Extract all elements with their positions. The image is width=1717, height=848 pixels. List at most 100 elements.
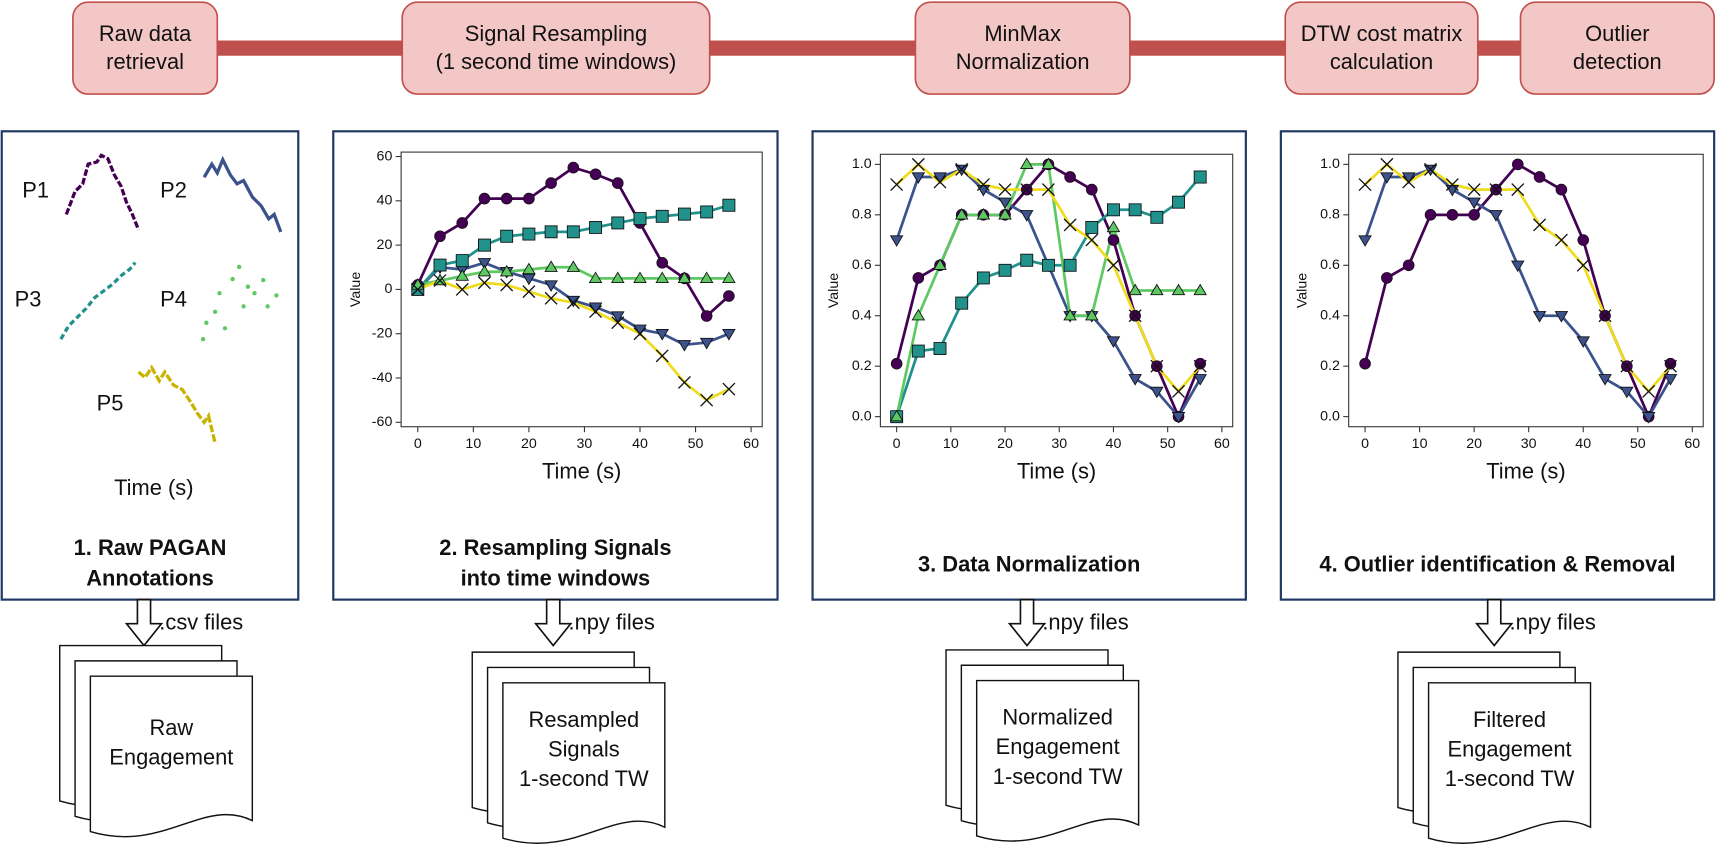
marker bbox=[1193, 374, 1207, 386]
marker bbox=[1533, 171, 1546, 183]
marker bbox=[890, 357, 903, 370]
raw-p5 bbox=[137, 364, 217, 444]
marker bbox=[1020, 253, 1034, 267]
flow-arrow bbox=[1475, 598, 1514, 647]
marker bbox=[1358, 178, 1372, 192]
y-tick-label: -40 bbox=[372, 370, 393, 386]
marker bbox=[1193, 359, 1207, 373]
plot-frame bbox=[1348, 153, 1704, 428]
marker bbox=[589, 220, 603, 234]
x-tick-label: 50 bbox=[1160, 436, 1176, 452]
pipeline-step-label: (1 second time windows) bbox=[436, 49, 677, 74]
marker bbox=[976, 207, 991, 220]
document-page bbox=[975, 679, 1140, 842]
marker bbox=[455, 282, 469, 296]
marker bbox=[500, 229, 514, 243]
document-label: Filtered bbox=[1473, 707, 1546, 732]
marker bbox=[933, 175, 947, 189]
flow-arrow bbox=[1007, 598, 1047, 647]
x-tick-label: 20 bbox=[1466, 436, 1482, 452]
marker bbox=[1402, 175, 1416, 189]
participant-label: P4 bbox=[160, 287, 187, 312]
marker bbox=[1063, 218, 1077, 232]
document-label: Engagement bbox=[996, 734, 1120, 759]
marker bbox=[1401, 172, 1416, 184]
marker bbox=[955, 296, 969, 310]
marker bbox=[723, 290, 735, 302]
marker bbox=[1402, 259, 1415, 272]
marker bbox=[544, 225, 558, 239]
marker bbox=[1620, 359, 1634, 373]
flow-arrow bbox=[534, 598, 573, 647]
marker bbox=[998, 183, 1012, 197]
marker bbox=[1532, 311, 1547, 323]
x-tick-label: 20 bbox=[997, 436, 1013, 452]
raw-p1 bbox=[64, 153, 141, 231]
document-label: Signals bbox=[548, 736, 620, 761]
document-label: Raw bbox=[149, 715, 193, 740]
document-page bbox=[89, 675, 254, 838]
y-tick-label: 60 bbox=[377, 148, 393, 164]
marker bbox=[1380, 157, 1394, 171]
document-label: Normalized bbox=[1002, 705, 1113, 730]
plot-frame bbox=[400, 151, 763, 428]
marker bbox=[1664, 357, 1677, 370]
marker bbox=[699, 337, 714, 350]
marker bbox=[722, 271, 736, 283]
marker bbox=[611, 216, 625, 230]
marker bbox=[522, 285, 536, 299]
marker bbox=[1663, 374, 1678, 386]
marker bbox=[1642, 384, 1656, 398]
y-tick-label: 0.0 bbox=[852, 408, 872, 424]
marker bbox=[1106, 258, 1120, 272]
panel-caption: Annotations bbox=[86, 566, 214, 591]
marker bbox=[1194, 357, 1206, 370]
marker bbox=[1511, 158, 1524, 171]
flow-arrow bbox=[124, 598, 164, 647]
y-tick-label: -20 bbox=[372, 325, 393, 341]
marker bbox=[1106, 220, 1121, 233]
marker bbox=[478, 192, 491, 205]
pipeline-step bbox=[1284, 1, 1479, 95]
marker bbox=[889, 409, 904, 422]
marker bbox=[544, 260, 558, 272]
y-tick-label: 1.0 bbox=[852, 156, 872, 172]
marker bbox=[633, 212, 647, 225]
marker bbox=[1041, 183, 1055, 197]
pipeline-step bbox=[72, 1, 219, 95]
marker bbox=[499, 264, 514, 277]
x-tick-label: 0 bbox=[893, 436, 901, 452]
marker bbox=[1598, 374, 1612, 386]
marker bbox=[434, 230, 446, 243]
document-page bbox=[1427, 682, 1592, 844]
x-tick-label: 40 bbox=[1575, 436, 1591, 452]
marker bbox=[1172, 195, 1185, 209]
x-tick-label: 50 bbox=[1630, 436, 1646, 452]
marker bbox=[1128, 374, 1142, 386]
marker bbox=[1171, 283, 1186, 296]
document-page bbox=[502, 682, 666, 844]
marker bbox=[1381, 272, 1393, 284]
panel-caption: 1. Raw PAGAN bbox=[74, 535, 227, 560]
marker bbox=[611, 177, 624, 189]
marker bbox=[998, 207, 1012, 220]
marker bbox=[655, 329, 670, 341]
marker bbox=[699, 271, 714, 283]
document-label: 1-second TW bbox=[993, 764, 1123, 789]
y-tick-label: 0 bbox=[384, 281, 392, 297]
raw-p2 bbox=[202, 155, 283, 233]
marker bbox=[566, 296, 580, 310]
marker bbox=[976, 271, 990, 285]
marker bbox=[1085, 183, 1098, 196]
marker bbox=[1445, 178, 1459, 192]
marker bbox=[722, 329, 736, 341]
x-tick-label: 50 bbox=[688, 436, 704, 452]
marker bbox=[890, 178, 904, 192]
marker bbox=[722, 382, 736, 396]
marker bbox=[1193, 283, 1207, 296]
marker bbox=[610, 311, 625, 323]
x-tick-label: 0 bbox=[1361, 436, 1369, 452]
marker bbox=[477, 258, 492, 270]
panel-caption: 2. Resampling Signals bbox=[439, 535, 671, 560]
marker bbox=[1019, 157, 1034, 170]
